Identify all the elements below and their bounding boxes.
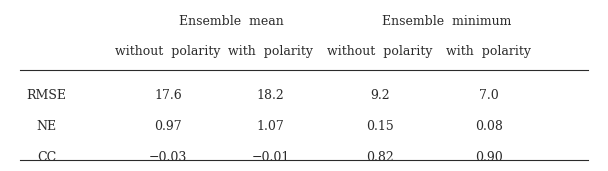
Text: without  polarity: without polarity — [327, 45, 432, 58]
Text: 0.97: 0.97 — [154, 120, 182, 133]
Text: 0.82: 0.82 — [366, 151, 393, 164]
Text: 18.2: 18.2 — [257, 89, 285, 102]
Text: 0.90: 0.90 — [475, 151, 502, 164]
Text: with  polarity: with polarity — [446, 45, 531, 58]
Text: Ensemble  mean: Ensemble mean — [179, 15, 284, 28]
Text: Ensemble  minimum: Ensemble minimum — [382, 15, 511, 28]
Text: 7.0: 7.0 — [478, 89, 499, 102]
Text: NE: NE — [36, 120, 57, 133]
Text: 1.07: 1.07 — [257, 120, 285, 133]
Text: −0.01: −0.01 — [252, 151, 290, 164]
Text: 17.6: 17.6 — [154, 89, 182, 102]
Text: −0.03: −0.03 — [148, 151, 187, 164]
Text: 0.15: 0.15 — [366, 120, 393, 133]
Text: RMSE: RMSE — [27, 89, 67, 102]
Text: 9.2: 9.2 — [370, 89, 390, 102]
Text: without  polarity: without polarity — [115, 45, 221, 58]
Text: 0.08: 0.08 — [475, 120, 503, 133]
Text: with  polarity: with polarity — [228, 45, 313, 58]
Text: CC: CC — [37, 151, 57, 164]
